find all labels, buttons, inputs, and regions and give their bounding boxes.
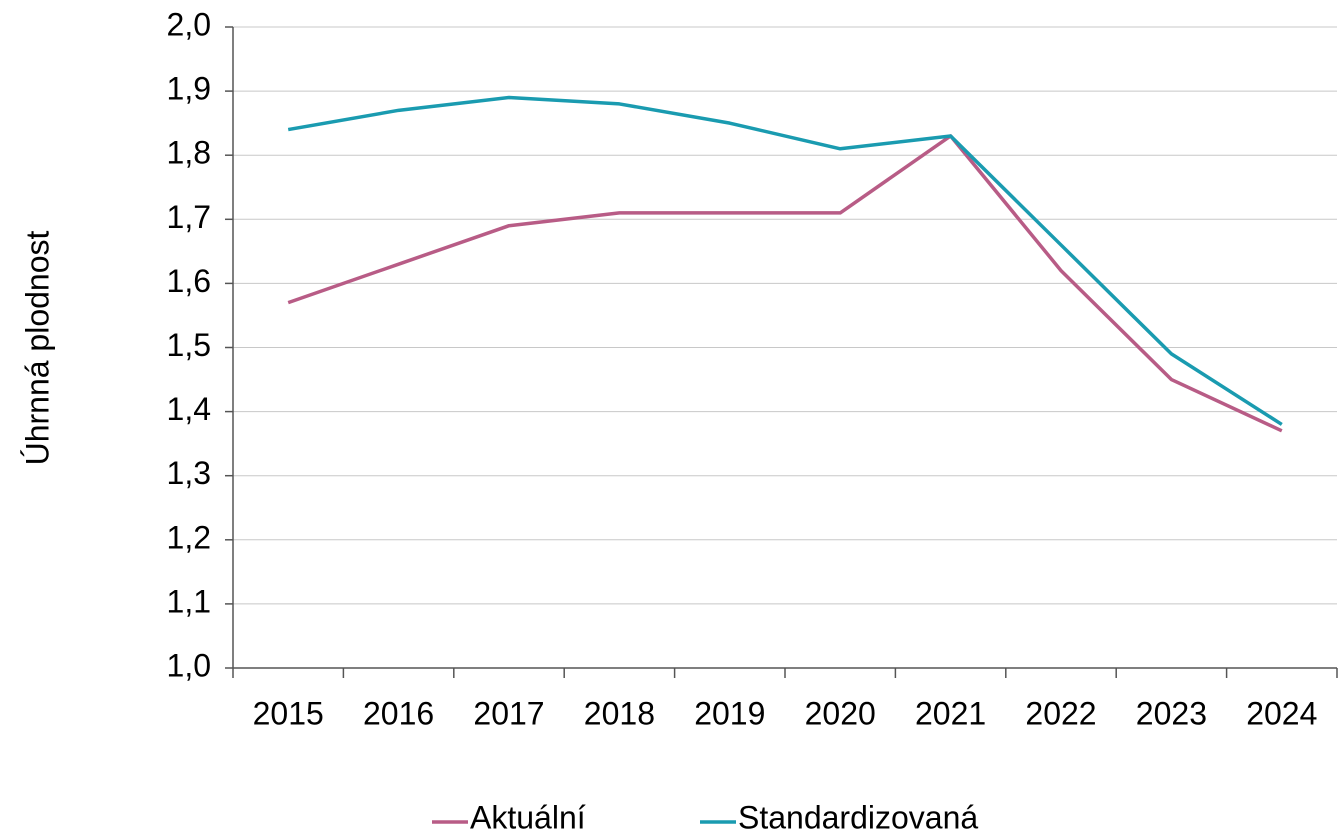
legend-label: Standardizovaná: [738, 799, 978, 835]
y-tick-label: 1,2: [167, 519, 211, 555]
y-tick-label: 1,7: [167, 199, 211, 235]
x-tick-label: 2017: [473, 695, 544, 731]
y-tick-label: 2,0: [167, 6, 211, 42]
y-tick-label: 1,1: [167, 583, 211, 619]
x-tick-label: 2020: [805, 695, 876, 731]
x-tick-label: 2024: [1246, 695, 1317, 731]
legend-label: Aktuální: [470, 799, 586, 835]
y-tick-label: 1,3: [167, 455, 211, 491]
x-tick-label: 2019: [694, 695, 765, 731]
y-axis-label: Úhrnná plodnost: [19, 230, 55, 465]
series-line: [287, 134, 1283, 433]
series-line: [287, 95, 1283, 426]
x-tick-label: 2015: [253, 695, 324, 731]
y-tick-label: 1,4: [167, 391, 211, 427]
y-tick-label: 1,0: [167, 647, 211, 683]
x-tick-label: 2016: [363, 695, 434, 731]
x-tick-label: 2021: [915, 695, 986, 731]
x-tick-label: 2022: [1025, 695, 1096, 731]
y-tick-label: 1,5: [167, 327, 211, 363]
y-tick-label: 1,6: [167, 263, 211, 299]
y-tick-label: 1,9: [167, 71, 211, 107]
y-tick-label: 1,8: [167, 135, 211, 171]
x-tick-label: 2023: [1136, 695, 1207, 731]
x-tick-label: 2018: [584, 695, 655, 731]
